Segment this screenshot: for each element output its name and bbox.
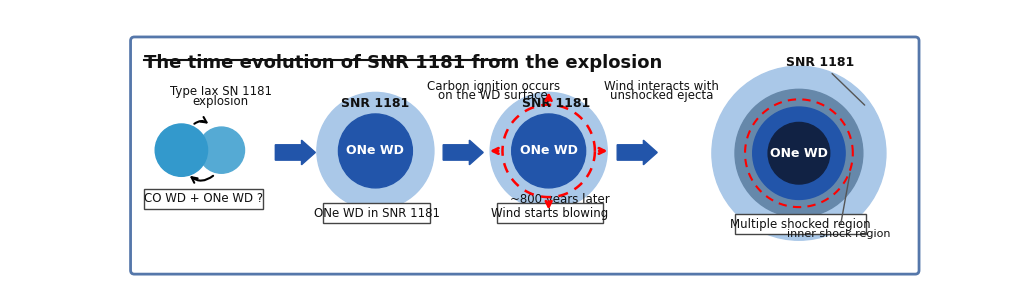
Text: Carbon ignition occurs: Carbon ignition occurs	[427, 80, 560, 93]
Text: unshocked ejecta: unshocked ejecta	[610, 89, 714, 102]
Text: Multiple shocked region: Multiple shocked region	[730, 217, 870, 231]
Text: inner shock region: inner shock region	[787, 173, 891, 239]
Text: Wind starts blowing: Wind starts blowing	[490, 207, 608, 220]
Text: SNR 1181: SNR 1181	[786, 56, 864, 105]
Circle shape	[712, 66, 886, 240]
Text: explosion: explosion	[193, 95, 249, 108]
Circle shape	[768, 122, 829, 184]
Circle shape	[490, 92, 607, 209]
Text: ONe WD: ONe WD	[770, 147, 827, 160]
Text: SNR 1181: SNR 1181	[341, 97, 410, 110]
Text: on the WD surface: on the WD surface	[438, 89, 548, 102]
Text: ONe WD: ONe WD	[346, 144, 404, 157]
Circle shape	[735, 89, 863, 217]
Circle shape	[156, 124, 208, 176]
FancyBboxPatch shape	[131, 37, 920, 274]
Circle shape	[339, 114, 413, 188]
FancyArrow shape	[275, 140, 315, 165]
Circle shape	[316, 92, 434, 209]
Text: Type Iax SN 1181: Type Iax SN 1181	[170, 85, 271, 99]
Text: CO WD + ONe WD ?: CO WD + ONe WD ?	[144, 192, 263, 205]
Text: ~800 years later: ~800 years later	[510, 192, 610, 205]
Circle shape	[512, 114, 586, 188]
Text: ONe WD: ONe WD	[520, 144, 578, 157]
FancyBboxPatch shape	[735, 214, 866, 234]
Text: Wind interacts with: Wind interacts with	[604, 80, 719, 93]
Text: SNR 1181: SNR 1181	[522, 97, 591, 110]
FancyArrow shape	[443, 140, 483, 165]
Text: ONe WD in SNR 1181: ONe WD in SNR 1181	[314, 207, 440, 220]
Circle shape	[753, 107, 845, 200]
FancyArrow shape	[617, 140, 657, 165]
Circle shape	[199, 127, 245, 173]
FancyBboxPatch shape	[144, 188, 263, 209]
FancyBboxPatch shape	[323, 203, 430, 223]
Text: The time evolution of SNR 1181 from the explosion: The time evolution of SNR 1181 from the …	[144, 54, 663, 72]
FancyBboxPatch shape	[497, 203, 602, 223]
